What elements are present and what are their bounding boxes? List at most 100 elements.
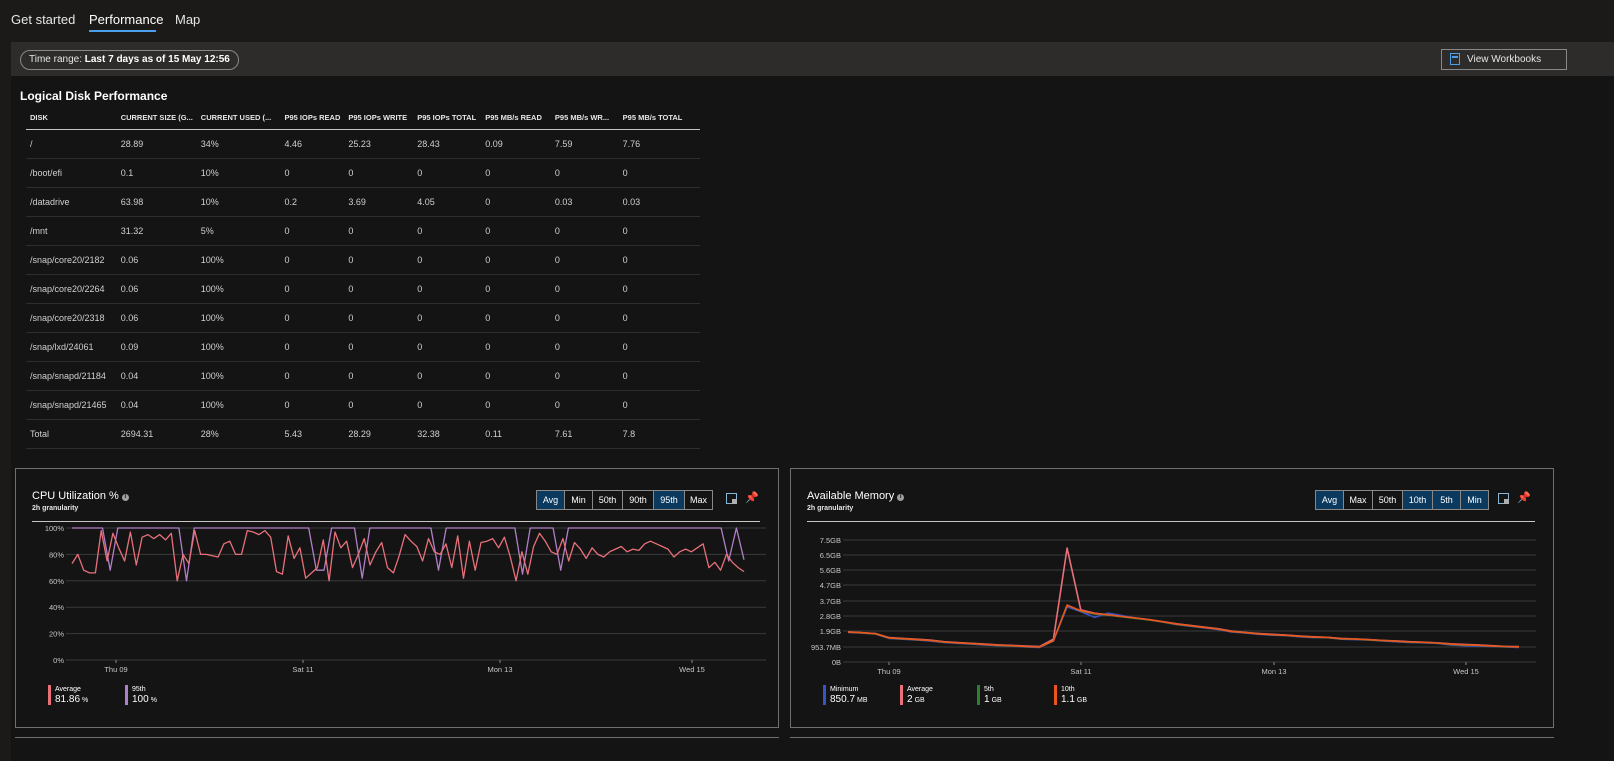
view-workbooks-button[interactable]: View Workbooks xyxy=(1441,49,1567,70)
legend-swatch xyxy=(125,685,128,705)
pin-icon[interactable]: 📌 xyxy=(1517,492,1531,504)
table-row[interactable]: /snap/lxd/24061 0.09 100% 0 0 0 0 0 0 xyxy=(26,332,700,362)
y-tick-label: 60% xyxy=(49,577,64,586)
column-header[interactable]: P95 MB/s WR... xyxy=(550,106,619,130)
open-query-icon[interactable] xyxy=(1498,493,1509,504)
legend-label: 5th xyxy=(984,686,994,693)
metric-option-min[interactable]: Min xyxy=(565,491,593,509)
table-row[interactable]: /datadrive 63.98 10% 0.2 3.69 4.05 0 0.03 0.03 xyxy=(26,187,700,217)
metric-option-95th[interactable]: 95th xyxy=(654,491,685,509)
table-cell: 0 xyxy=(550,303,619,333)
tab-get-started[interactable]: Get started xyxy=(11,12,76,27)
table-cell: 0 xyxy=(550,158,619,188)
legend-swatch xyxy=(977,685,980,705)
table-cell: /boot/efi xyxy=(26,158,117,188)
table-cell: 0.11 xyxy=(481,419,551,449)
table-row[interactable]: /snap/snapd/21465 0.04 100% 0 0 0 0 0 0 xyxy=(26,390,700,420)
table-cell: 0 xyxy=(618,158,700,188)
tab-map[interactable]: Map xyxy=(175,12,201,27)
legend-label: Average xyxy=(55,686,81,693)
table-cell: 0 xyxy=(413,274,482,304)
table-row[interactable]: Total 2694.31 28% 5.43 28.29 32.38 0.11 7.61 7.8 xyxy=(26,419,700,449)
table-cell: 0 xyxy=(618,216,700,246)
column-header[interactable]: DISK xyxy=(26,106,117,130)
legend-label: 10th xyxy=(1061,686,1075,693)
table-cell: 0.09 xyxy=(481,129,551,159)
table-cell: /mnt xyxy=(26,216,117,246)
column-header[interactable]: CURRENT USED (... xyxy=(196,106,281,130)
series-line-95th xyxy=(72,527,745,582)
metric-option-50th[interactable]: 50th xyxy=(593,491,623,509)
table-row[interactable]: /snap/core20/2318 0.06 100% 0 0 0 0 0 0 xyxy=(26,303,700,333)
table-row[interactable]: /snap/core20/2264 0.06 100% 0 0 0 0 0 0 xyxy=(26,274,700,304)
column-header[interactable]: P95 MB/s TOTAL xyxy=(618,106,700,130)
open-query-icon[interactable] xyxy=(726,493,737,504)
y-tick-label: 3.7GB xyxy=(820,597,841,606)
table-row[interactable]: /mnt 31.32 5% 0 0 0 0 0 0 xyxy=(26,216,700,246)
column-header[interactable]: P95 IOPs TOTAL xyxy=(413,106,482,130)
table-row[interactable]: /snap/snapd/21184 0.04 100% 0 0 0 0 0 0 xyxy=(26,361,700,391)
y-tick-label: 2.8GB xyxy=(820,612,841,621)
table-cell: /snap/core20/2264 xyxy=(26,274,117,304)
metric-option-10th[interactable]: 10th xyxy=(1403,491,1433,509)
table-cell: 0 xyxy=(550,390,619,420)
tab-bar: Get started Performance Map xyxy=(0,0,1614,40)
pin-icon[interactable]: 📌 xyxy=(745,492,759,504)
metric-option-avg[interactable]: Avg xyxy=(537,491,565,509)
table-row[interactable]: /boot/efi 0.1 10% 0 0 0 0 0 0 xyxy=(26,158,700,188)
table-cell: 0 xyxy=(550,274,619,304)
y-tick-label: 5.6GB xyxy=(820,566,841,575)
y-tick-label: 4.7GB xyxy=(820,581,841,590)
info-icon[interactable]: i xyxy=(897,494,905,501)
table-row[interactable]: /28.89 34% 4.46 25.23 28.43 0.09 7.59 7.76 xyxy=(26,129,700,159)
table-cell: 0 xyxy=(280,216,345,246)
metric-option-max[interactable]: Max xyxy=(1344,491,1373,509)
table-cell: 4.46 xyxy=(280,129,345,159)
x-tick-label: Thu 09 xyxy=(104,665,127,674)
table-cell: /snap/core20/2182 xyxy=(26,245,117,275)
x-tick-label: Wed 15 xyxy=(1453,667,1479,676)
table-cell: 0 xyxy=(550,361,619,391)
table-cell: 25.23 xyxy=(344,129,414,159)
table-cell: 0.06 xyxy=(116,245,197,275)
legend-swatch xyxy=(1054,685,1057,705)
metric-option-5th[interactable]: 5th xyxy=(1433,491,1461,509)
table-cell: 0.04 xyxy=(116,361,197,391)
table-cell: 3.69 xyxy=(344,187,414,217)
metric-option-90th[interactable]: 90th xyxy=(623,491,654,509)
tab-performance[interactable]: Performance xyxy=(89,12,164,27)
section-title: Logical Disk Performance xyxy=(20,89,168,103)
time-range-picker[interactable]: Time range: Last 7 days as of 15 May 12:… xyxy=(20,50,239,70)
table-cell: 63.98 xyxy=(116,187,197,217)
legend-value: 2 GB xyxy=(907,694,925,705)
table-cell: 7.59 xyxy=(550,129,619,159)
view-workbooks-label: View Workbooks xyxy=(1467,54,1542,65)
column-header[interactable]: P95 MB/s READ xyxy=(481,106,551,130)
table-cell: 0 xyxy=(550,245,619,275)
table-cell: 0 xyxy=(413,158,482,188)
table-cell: 28.89 xyxy=(116,129,197,159)
metric-option-avg[interactable]: Avg xyxy=(1316,491,1344,509)
table-cell: 100% xyxy=(196,361,281,391)
parameter-toolbar: Time range: Last 7 days as of 15 May 12:… xyxy=(11,42,1614,76)
table-cell: 0.06 xyxy=(116,303,197,333)
metric-option-50th[interactable]: 50th xyxy=(1373,491,1403,509)
x-tick-label: Mon 13 xyxy=(487,665,512,674)
panel-title: CPU Utilization % i xyxy=(32,490,129,502)
column-header[interactable]: CURRENT SIZE (G... xyxy=(116,106,197,130)
metric-option-min[interactable]: Min xyxy=(1461,491,1488,509)
panel-divider xyxy=(32,521,760,522)
table-cell: 10% xyxy=(196,158,281,188)
table-cell: 0 xyxy=(618,361,700,391)
table-cell: 0 xyxy=(618,390,700,420)
legend-swatch xyxy=(900,685,903,705)
column-header[interactable]: P95 IOPs WRITE xyxy=(344,106,414,130)
info-icon[interactable]: i xyxy=(121,494,129,501)
table-cell: /snap/snapd/21184 xyxy=(26,361,117,391)
y-tick-label: 1.9GB xyxy=(820,627,841,636)
disk-performance-table: DISK CURRENT SIZE (G... CURRENT USED (... P… xyxy=(26,106,700,449)
metric-option-max[interactable]: Max xyxy=(689,495,707,505)
table-row[interactable]: /snap/core20/2182 0.06 100% 0 0 0 0 0 0 xyxy=(26,245,700,275)
column-header[interactable]: P95 IOPs READ xyxy=(280,106,345,130)
table-cell: 0 xyxy=(481,216,551,246)
